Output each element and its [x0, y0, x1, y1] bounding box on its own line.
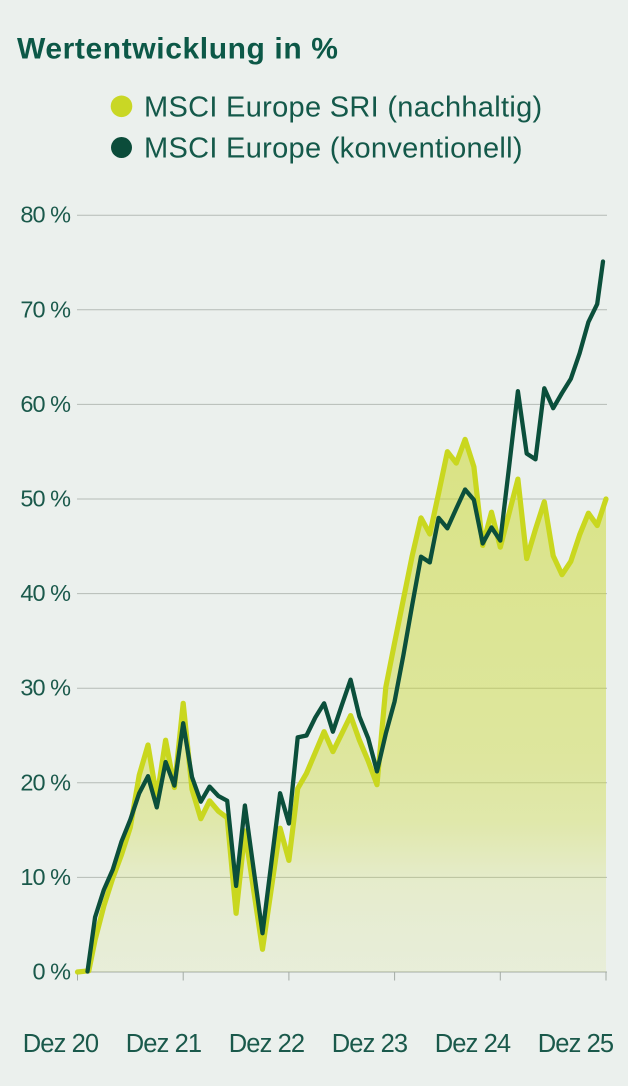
svg-text:Dez 20: Dez 20 [23, 1030, 99, 1058]
svg-text:Dez 24: Dez 24 [435, 1030, 511, 1058]
svg-text:20 %: 20 % [20, 769, 71, 795]
svg-text:40 %: 40 % [20, 580, 71, 606]
svg-text:Dez 23: Dez 23 [332, 1030, 408, 1058]
svg-text:30 %: 30 % [20, 675, 71, 701]
svg-text:0 %: 0 % [33, 959, 72, 985]
svg-text:Wertentwicklung in %: Wertentwicklung in % [17, 33, 338, 66]
svg-text:MSCI Europe (konventionell): MSCI Europe (konventionell) [144, 133, 523, 165]
svg-text:Dez 21: Dez 21 [126, 1030, 201, 1058]
svg-text:10 %: 10 % [20, 864, 71, 890]
svg-text:70 %: 70 % [20, 296, 71, 322]
svg-text:Dez 25: Dez 25 [538, 1030, 614, 1058]
svg-text:60 %: 60 % [20, 391, 71, 417]
svg-text:Dez 22: Dez 22 [229, 1030, 304, 1058]
svg-text:80 %: 80 % [20, 202, 71, 228]
svg-text:50 %: 50 % [20, 486, 71, 512]
svg-text:MSCI Europe SRI (nachhaltig): MSCI Europe SRI (nachhaltig) [144, 92, 542, 124]
